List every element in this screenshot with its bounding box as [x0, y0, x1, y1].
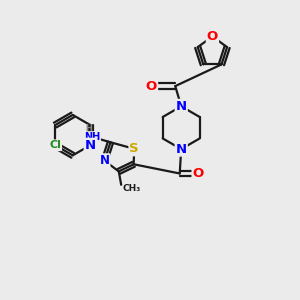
Text: CH₃: CH₃	[123, 184, 141, 193]
Text: N: N	[85, 139, 96, 152]
Text: N: N	[100, 154, 110, 167]
Text: N: N	[176, 100, 187, 113]
Text: O: O	[207, 30, 218, 43]
Text: H: H	[85, 124, 92, 133]
Text: O: O	[193, 167, 204, 180]
Text: N: N	[176, 142, 187, 156]
Text: S: S	[129, 142, 139, 155]
Text: NH: NH	[84, 132, 100, 142]
Text: Cl: Cl	[49, 140, 61, 150]
Text: O: O	[146, 80, 157, 93]
